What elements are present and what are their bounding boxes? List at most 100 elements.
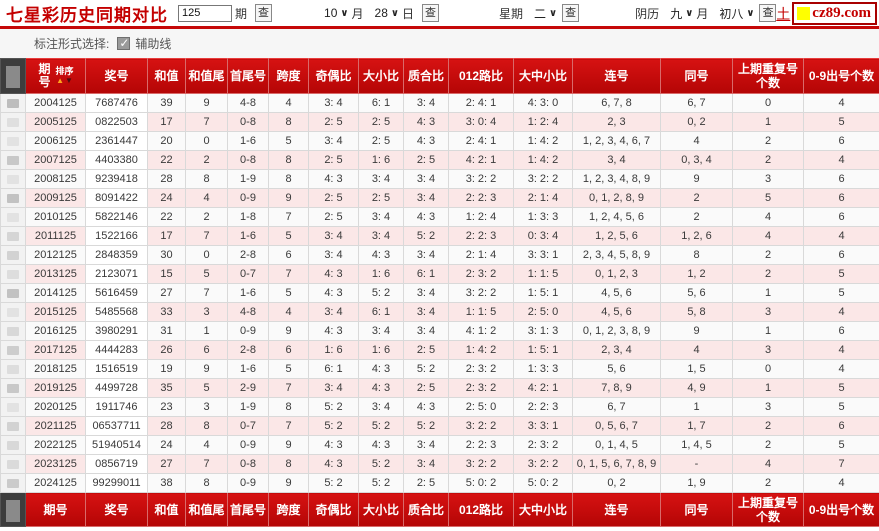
chevron-down-icon: ∨ [390, 7, 399, 19]
sort-asc-icon[interactable]: ▲ [56, 76, 64, 85]
cell-digit-count: 6 [803, 321, 879, 341]
cell-span: 8 [268, 112, 309, 132]
cell-same: 1, 4, 5 [660, 435, 733, 455]
cell-same: 6, 7 [660, 93, 733, 113]
auxline-checkbox-label: 辅助线 [135, 37, 172, 51]
cell-digit-count: 4 [803, 359, 879, 379]
cell-big-mid-small: 3: 2: 2 [513, 454, 573, 474]
cell-issue: 2018125 [25, 359, 86, 379]
lunar-search-button[interactable]: 查 [759, 4, 777, 22]
cell-issue: 2007125 [25, 150, 86, 170]
site-logo[interactable]: 土 cz89.com [776, 2, 877, 25]
cell-number: 5485568 [85, 302, 148, 322]
cell-issue: 2014125 [25, 283, 86, 303]
month-select[interactable]: 10 ∨ [324, 6, 349, 20]
cell-odd-even: 3: 4 [308, 302, 359, 322]
table-row: 2022125 51940514 24 4 0-9 9 4: 3 4: 3 3: 4 2: 2: … [0, 435, 879, 455]
cell-odd-even: 2: 5 [308, 207, 359, 227]
cell-sum: 19 [147, 359, 186, 379]
cell-road012: 2: 4: 1 [448, 93, 514, 113]
cell-consecutive: 0, 1, 4, 5 [572, 435, 661, 455]
cell-big-small: 1: 6 [358, 340, 404, 360]
cell-big-mid-small: 2: 5: 0 [513, 302, 573, 322]
cell-road012: 4: 1: 2 [448, 321, 514, 341]
blurred-side-cell [0, 321, 26, 341]
chevron-down-icon: ∨ [746, 7, 755, 19]
cell-road012: 4: 2: 1 [448, 150, 514, 170]
cell-digit-count: 4 [803, 473, 879, 493]
cell-road012: 2: 2: 3 [448, 226, 514, 246]
table-row: 2017125 4444283 26 6 2-8 6 1: 6 1: 6 2: 5 1: 4: 2… [0, 340, 879, 360]
cell-repeat-count: 4 [732, 226, 804, 246]
cell-sum: 17 [147, 226, 186, 246]
blurred-side-cell [0, 397, 26, 417]
cell-sum: 23 [147, 397, 186, 417]
cell-same: 0, 3, 4 [660, 150, 733, 170]
lunar-day-select[interactable]: 初八 ∨ [719, 6, 755, 21]
cell-same: 2 [660, 188, 733, 208]
cell-road012: 1: 2: 4 [448, 207, 514, 227]
weekday-select[interactable]: 二 ∨ [534, 6, 558, 21]
cell-big-small: 4: 3 [358, 378, 404, 398]
cell-prime-composite: 3: 4 [403, 93, 449, 113]
cell-first-last: 2-8 [227, 340, 269, 360]
sort-control[interactable]: 排序 ▲▼ [55, 66, 74, 86]
table-row: 2013125 2123071 15 5 0-7 7 4: 3 1: 6 6: 1 2: 3: 2… [0, 264, 879, 284]
weekday-search-button[interactable]: 查 [562, 4, 580, 22]
cell-same: 4 [660, 340, 733, 360]
lunar-month-select[interactable]: 九 ∨ [670, 6, 694, 21]
col-header-odd-even: 奇偶比 [308, 58, 359, 94]
cell-repeat-count: 2 [732, 264, 804, 284]
cell-same: 9 [660, 321, 733, 341]
cell-digit-count: 4 [803, 93, 879, 113]
day-select[interactable]: 28 ∨ [374, 6, 399, 20]
cell-issue: 2013125 [25, 264, 86, 284]
table-row: 2012125 2848359 30 0 2-8 6 3: 4 4: 3 3: 4 2: 1: 4… [0, 245, 879, 265]
cell-odd-even: 1: 6 [308, 340, 359, 360]
cell-prime-composite: 3: 4 [403, 283, 449, 303]
sort-desc-icon[interactable]: ▼ [64, 76, 73, 85]
cell-big-small: 6: 1 [358, 93, 404, 113]
cell-road012: 3: 0: 4 [448, 112, 514, 132]
cell-odd-even: 4: 3 [308, 321, 359, 341]
cell-odd-even: 2: 5 [308, 112, 359, 132]
cell-sum-tail: 4 [185, 435, 228, 455]
date-search-button[interactable]: 查 [422, 4, 440, 22]
cell-digit-count: 6 [803, 207, 879, 227]
cell-odd-even: 2: 5 [308, 188, 359, 208]
col-header-sum: 和值 [147, 492, 186, 527]
cell-odd-even: 3: 4 [308, 378, 359, 398]
cell-repeat-count: 0 [732, 359, 804, 379]
cell-road012: 2: 5: 0 [448, 397, 514, 417]
cell-prime-composite: 4: 3 [403, 207, 449, 227]
cell-span: 6 [268, 340, 309, 360]
cell-sum-tail: 0 [185, 245, 228, 265]
cell-number: 7687476 [85, 93, 148, 113]
cell-repeat-count: 1 [732, 283, 804, 303]
cell-sum: 31 [147, 321, 186, 341]
auxline-checkbox[interactable] [117, 36, 131, 50]
cell-same: 5, 8 [660, 302, 733, 322]
cell-repeat-count: 3 [732, 169, 804, 189]
cell-span: 5 [268, 283, 309, 303]
cell-big-small: 2: 5 [358, 188, 404, 208]
col-header-big-mid-small: 大中小比 [513, 58, 573, 94]
cell-consecutive: 0, 1, 2, 8, 9 [572, 188, 661, 208]
blurred-side-cell [0, 245, 26, 265]
cell-repeat-count: 3 [732, 397, 804, 417]
cell-road012: 3: 2: 2 [448, 283, 514, 303]
cell-big-small: 4: 3 [358, 359, 404, 379]
col-header-issue[interactable]: 期号 排序 ▲▼ [25, 58, 86, 94]
cell-number: 1516519 [85, 359, 148, 379]
cell-prime-composite: 2: 5 [403, 340, 449, 360]
cell-odd-even: 4: 3 [308, 283, 359, 303]
cell-consecutive: 1, 2, 3, 4, 8, 9 [572, 169, 661, 189]
cell-sum: 28 [147, 169, 186, 189]
col-header-repeat-count: 上期重复号个数 [732, 58, 804, 94]
cell-prime-composite: 2: 5 [403, 473, 449, 493]
cell-repeat-count: 1 [732, 321, 804, 341]
issue-input[interactable] [178, 4, 232, 22]
cell-consecutive: 0, 1, 2, 3 [572, 264, 661, 284]
issue-search-button[interactable]: 查 [255, 4, 273, 22]
col-header-same: 同号 [660, 492, 733, 527]
